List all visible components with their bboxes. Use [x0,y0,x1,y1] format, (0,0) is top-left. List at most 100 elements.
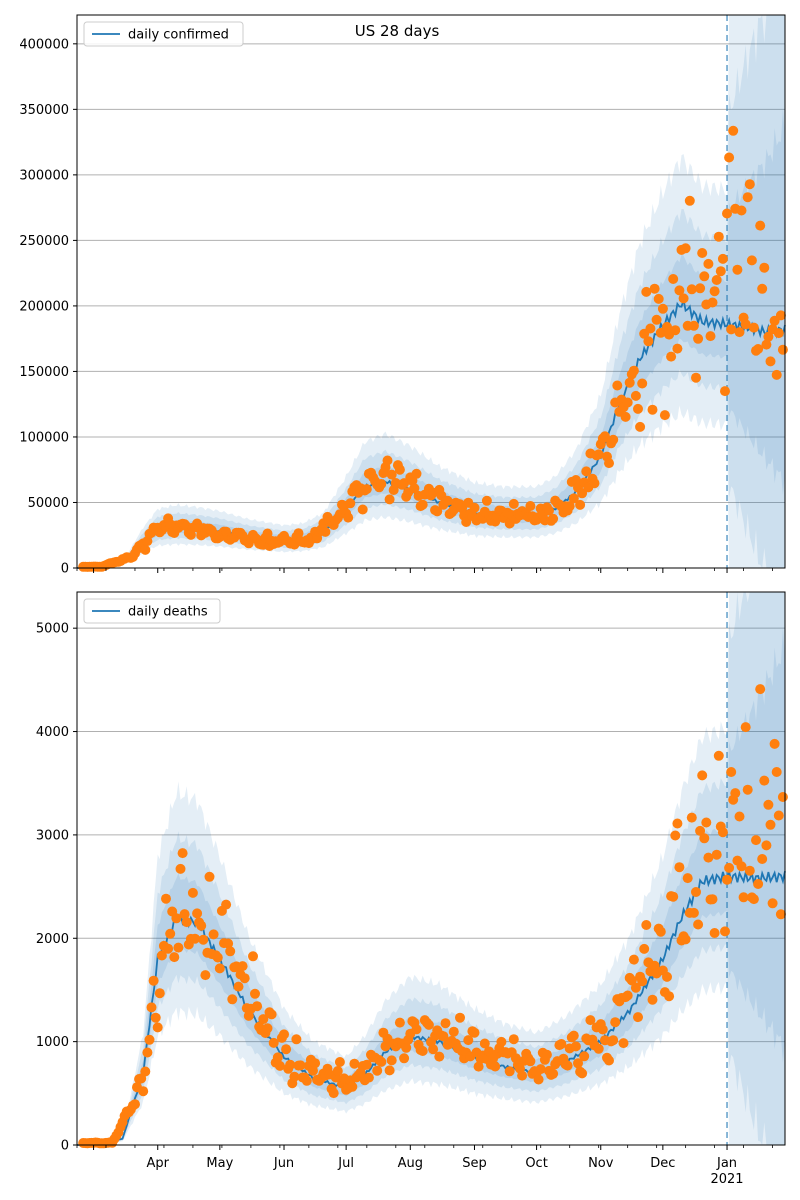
observed-point [504,1066,515,1077]
observed-point [715,266,726,277]
observed-point [635,421,646,432]
legend-box [83,21,244,47]
y-tick-label: 1000 [36,1035,69,1050]
observed-point [672,343,683,354]
observed-point [161,893,171,904]
observed-point [508,498,519,509]
observed-point [740,722,751,733]
observed-point [773,328,784,339]
observed-point [142,1047,153,1058]
observed-point [266,1009,277,1020]
observed-point [645,323,656,334]
observed-point [711,849,722,860]
observed-point [455,1012,465,1023]
observed-point [146,1002,157,1013]
observed-point [649,283,660,294]
x-tick-label: Jul [337,1156,354,1171]
observed-point [757,854,768,864]
observed-point [593,1043,604,1054]
observed-point [262,528,273,539]
observed-point [279,1029,289,1040]
observed-point [258,1014,269,1025]
observed-point [227,994,238,1005]
observed-point [173,942,184,953]
observed-point [738,892,749,903]
observed-point [479,1038,490,1049]
observed-point [212,952,223,963]
observed-point [154,988,165,999]
observed-point [742,192,753,203]
observed-point [577,488,588,499]
observed-point [604,1055,614,1066]
observed-point [693,333,704,344]
y-tick-labels-deaths: 0 1000 2000 3000 4000 5000 [36,622,77,1154]
observed-point [274,1060,285,1071]
observed-point [699,271,710,282]
observed-point [285,1059,296,1070]
observed-point [707,894,718,905]
observed-point [680,243,691,254]
observed-point [556,1039,567,1049]
observed-point [548,1068,559,1079]
observed-point [765,356,776,367]
y-tick-label: 100000 [19,430,69,445]
observed-point [701,817,712,828]
observed-point [163,943,174,954]
observed-point [674,285,685,296]
observed-point [755,684,766,695]
observed-point [641,920,652,930]
observed-point [653,293,664,304]
observed-point [347,1081,358,1092]
observed-point [666,351,677,362]
observed-point [759,775,770,786]
legend-box [83,598,221,624]
observed-point [597,1024,608,1035]
observed-point [268,1037,279,1048]
y-tick-label: 250000 [19,234,69,249]
observed-point [633,403,643,414]
observed-point [705,331,716,342]
observed-point [624,377,635,388]
observed-point [612,380,623,391]
observed-point [769,738,780,749]
observed-point [680,934,691,945]
observed-point [593,449,604,460]
x-tick-label: May [206,1156,233,1171]
observed-point [463,1035,474,1046]
observed-point [713,231,724,242]
observed-point [409,483,420,494]
observed-point [664,991,675,1002]
observed-point [221,899,232,910]
y-tick-label: 150000 [19,365,69,380]
uncertainty-band [77,15,785,568]
observed-point [293,528,304,539]
observed-point [570,1041,581,1052]
observed-point [618,1038,629,1049]
observed-point [376,1056,387,1067]
observed-point [691,372,701,383]
observed-point [225,946,236,957]
observed-point [473,1061,484,1072]
observed-point [775,909,786,920]
observed-point [233,981,244,992]
observed-point [703,852,714,863]
observed-point [703,258,714,269]
observed-point [469,502,480,513]
observed-point [674,862,685,873]
observed-point [753,344,764,354]
observed-point [608,434,619,445]
observed-point [604,458,614,469]
axes-frame [76,591,786,1146]
y-tick-labels-confirmed: 0 50000 100000 150000 200000 250000 300000 3500… [19,37,77,577]
legend-confirmed: daily confirmed [83,21,244,47]
observed-point [771,767,782,777]
observed-point [384,1065,395,1076]
observed-point [320,526,331,537]
observed-point [620,411,631,422]
observed-point [440,1018,451,1029]
observed-point [181,917,192,928]
observed-point [628,954,639,965]
observed-point [647,994,658,1005]
observed-point [717,827,728,838]
